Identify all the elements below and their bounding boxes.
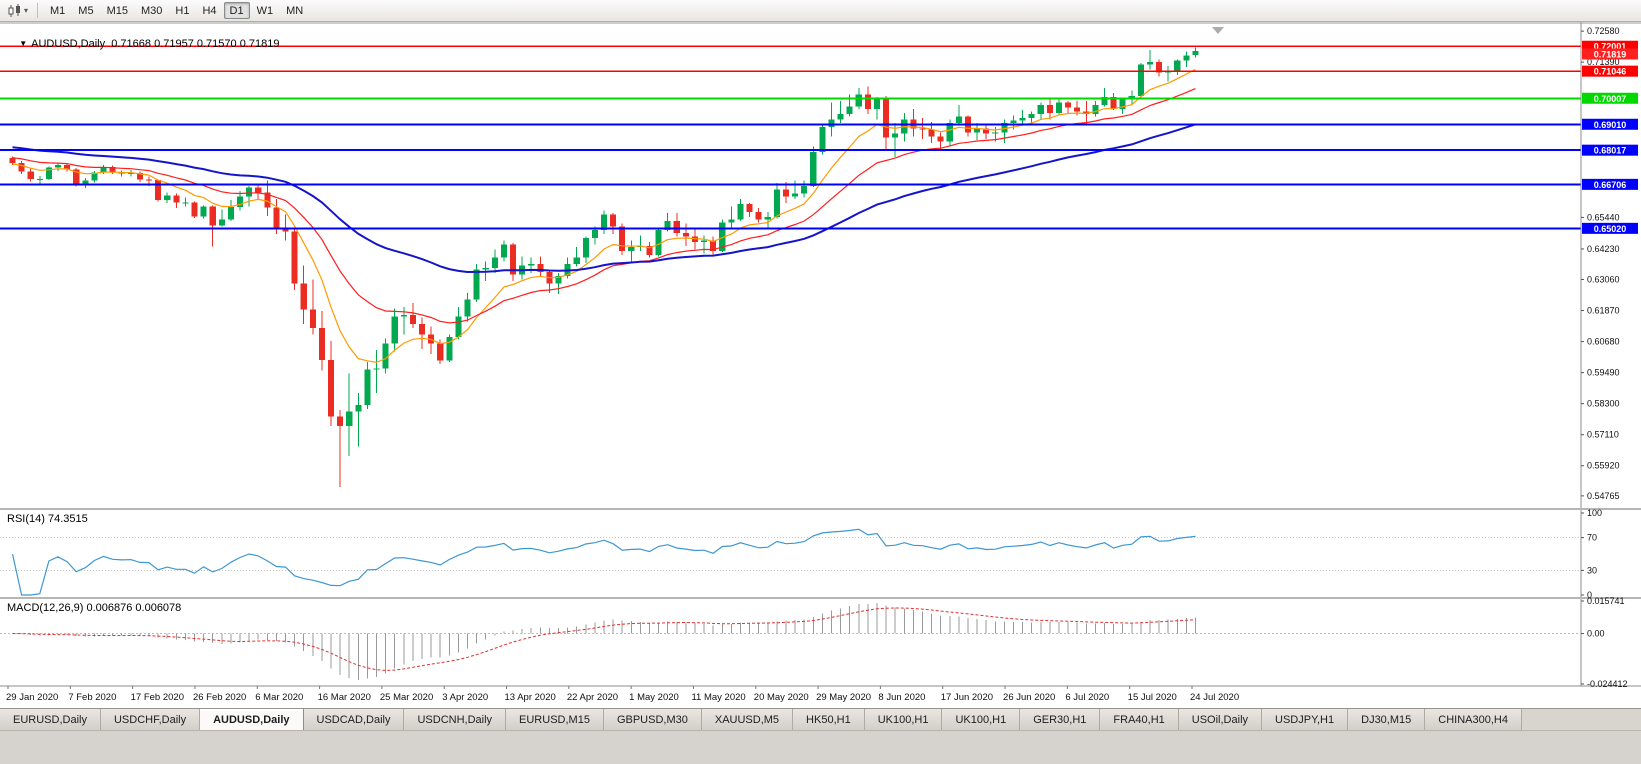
chart-tab-usdchf-daily[interactable]: USDCHF,Daily	[100, 709, 201, 730]
svg-text:0.72001: 0.72001	[1594, 42, 1627, 52]
timeframe-button-m15[interactable]: M15	[106, 4, 128, 17]
svg-text:0.71819: 0.71819	[1594, 49, 1627, 59]
chart-tab-gbpusd-m30[interactable]: GBPUSD,M30	[603, 709, 702, 730]
timeframe-button-d1[interactable]: D1	[223, 2, 250, 19]
svg-text:-0.024412: -0.024412	[1587, 679, 1628, 689]
svg-text:20 May 2020: 20 May 2020	[754, 692, 809, 703]
svg-text:17 Jun 2020: 17 Jun 2020	[941, 692, 993, 703]
chart-tab-uk100-h1[interactable]: UK100,H1	[942, 709, 1021, 730]
dropdown-caret-icon: ▾	[24, 6, 29, 15]
svg-text:22 Apr 2020: 22 Apr 2020	[567, 692, 618, 703]
chart-tab-usdjpy-h1[interactable]: USDJPY,H1	[1262, 709, 1349, 730]
timeframe-toolbar: ▾ M1 M5 M15 M30 H1 H4 D1 W1 MN	[0, 0, 1641, 22]
timeframe-button-h1[interactable]: H1	[175, 4, 190, 17]
candles-layer	[9, 47, 1199, 488]
svg-text:0.65440: 0.65440	[1587, 212, 1620, 222]
svg-text:30: 30	[1587, 565, 1597, 575]
pane-splitter[interactable]	[0, 508, 1641, 510]
svg-text:25 Mar 2020: 25 Mar 2020	[380, 692, 433, 703]
chart-area[interactable]: 0.72580 0.71390 0.65440 0.64230 0.63060 0.618…	[0, 22, 1641, 708]
svg-text:0.70007: 0.70007	[1594, 94, 1627, 104]
macd-histogram	[21, 603, 1196, 680]
horizontal-level-lines[interactable]	[0, 45, 1581, 230]
chart-tabs-bar: EURUSD,Daily USDCHF,Daily AUDUSD,Daily USDC…	[0, 708, 1641, 730]
chart-type-button[interactable]: ▾	[4, 2, 31, 20]
chart-tab-hk50-h1[interactable]: HK50,H1	[793, 709, 865, 730]
svg-text:1 May 2020: 1 May 2020	[629, 692, 679, 703]
svg-text:0.00: 0.00	[1587, 629, 1605, 639]
svg-text:26 Feb 2020: 26 Feb 2020	[193, 692, 246, 703]
rsi-line	[11, 528, 1196, 596]
svg-text:0.55920: 0.55920	[1587, 461, 1620, 471]
svg-text:0.69010: 0.69010	[1594, 120, 1627, 130]
svg-text:0.59490: 0.59490	[1587, 368, 1620, 378]
pane-splitter[interactable]	[0, 597, 1641, 599]
timeframe-button-mn[interactable]: MN	[286, 4, 304, 17]
svg-text:11 May 2020: 11 May 2020	[691, 692, 745, 703]
svg-text:15 Jul 2020: 15 Jul 2020	[1128, 692, 1177, 703]
svg-text:24 Jul 2020: 24 Jul 2020	[1190, 692, 1239, 703]
svg-text:7 Feb 2020: 7 Feb 2020	[68, 692, 116, 703]
timeframe-buttons: M1 M5 M15 M30 H1 H4 D1 W1 MN	[44, 2, 309, 19]
chart-tab-usdcad-daily[interactable]: USDCAD,Daily	[303, 709, 405, 730]
svg-text:0.60680: 0.60680	[1587, 337, 1620, 347]
chart-shift-marker-icon[interactable]	[1212, 27, 1224, 34]
svg-text:0.57110: 0.57110	[1587, 430, 1619, 440]
timeframe-button-m30[interactable]: M30	[140, 4, 163, 17]
svg-text:0.72580: 0.72580	[1587, 26, 1620, 36]
timeframe-button-m1[interactable]: M1	[50, 4, 66, 17]
svg-text:13 Apr 2020: 13 Apr 2020	[505, 692, 556, 703]
moving-average-line-9	[12, 68, 1196, 364]
date-axis[interactable]: 29 Jan 2020 7 Feb 2020 17 Feb 2020 26 Feb 2…	[6, 686, 1239, 703]
svg-text:26 Jun 2020: 26 Jun 2020	[1003, 692, 1055, 703]
timeframe-button-h4[interactable]: H4	[202, 4, 217, 17]
chart-tab-eurusd-m15[interactable]: EURUSD,M15	[506, 709, 604, 730]
chart-tab-usoil-daily[interactable]: USOil,Daily	[1178, 709, 1263, 730]
chart-tab-china300-h4[interactable]: CHINA300,H4	[1425, 709, 1522, 730]
candlestick-chart-icon	[8, 3, 20, 17]
chart-tab-xauusd-m5[interactable]: XAUUSD,M5	[701, 709, 794, 730]
toolbar-separator	[37, 3, 39, 18]
moving-average-line-21	[12, 88, 1196, 324]
svg-text:0.65020: 0.65020	[1594, 224, 1627, 234]
status-strip	[0, 730, 1641, 764]
svg-text:6 Jul 2020: 6 Jul 2020	[1065, 692, 1109, 703]
svg-text:70: 70	[1587, 533, 1597, 543]
svg-text:0.71046: 0.71046	[1594, 67, 1627, 77]
chart-tab-dj30-m15[interactable]: DJ30,M15	[1348, 709, 1426, 730]
price-axis[interactable]: 0.72580 0.71390 0.65440 0.64230 0.63060 0.618…	[1581, 26, 1638, 501]
svg-text:3 Apr 2020: 3 Apr 2020	[442, 692, 488, 703]
svg-text:0.015741: 0.015741	[1587, 596, 1625, 606]
chart-tab-usdcnh-daily[interactable]: USDCNH,Daily	[404, 709, 507, 730]
chart-tab-audusd-daily[interactable]: AUDUSD,Daily	[200, 709, 304, 730]
svg-text:0.64230: 0.64230	[1587, 244, 1620, 254]
svg-text:0.71390: 0.71390	[1587, 57, 1620, 67]
chart-tab-eurusd-daily[interactable]: EURUSD,Daily	[0, 709, 101, 730]
macd-signal-line	[12, 607, 1196, 671]
svg-text:29 May 2020: 29 May 2020	[816, 692, 871, 703]
chart-tab-fra40-h1[interactable]: FRA40,H1	[1100, 709, 1179, 730]
svg-text:0.66706: 0.66706	[1594, 180, 1627, 190]
svg-text:6 Mar 2020: 6 Mar 2020	[255, 692, 303, 703]
svg-text:0.58300: 0.58300	[1587, 399, 1620, 409]
svg-text:29 Jan 2020: 29 Jan 2020	[6, 692, 58, 703]
svg-text:0.63060: 0.63060	[1587, 274, 1620, 284]
moving-average-line-50	[12, 123, 1196, 274]
svg-text:17 Feb 2020: 17 Feb 2020	[131, 692, 184, 703]
timeframe-button-m5[interactable]: M5	[78, 4, 94, 17]
svg-text:0.54765: 0.54765	[1587, 491, 1620, 501]
svg-text:16 Mar 2020: 16 Mar 2020	[318, 692, 371, 703]
svg-text:8 Jun 2020: 8 Jun 2020	[878, 692, 925, 703]
svg-text:0: 0	[1587, 590, 1592, 600]
chart-tab-uk100-h1[interactable]: UK100,H1	[864, 709, 943, 730]
svg-text:0.61870: 0.61870	[1587, 306, 1620, 316]
svg-text:100: 100	[1587, 508, 1602, 518]
chart-tab-ger30-h1[interactable]: GER30,H1	[1020, 709, 1101, 730]
svg-text:0.68017: 0.68017	[1594, 146, 1627, 156]
timeframe-button-w1[interactable]: W1	[256, 4, 274, 17]
